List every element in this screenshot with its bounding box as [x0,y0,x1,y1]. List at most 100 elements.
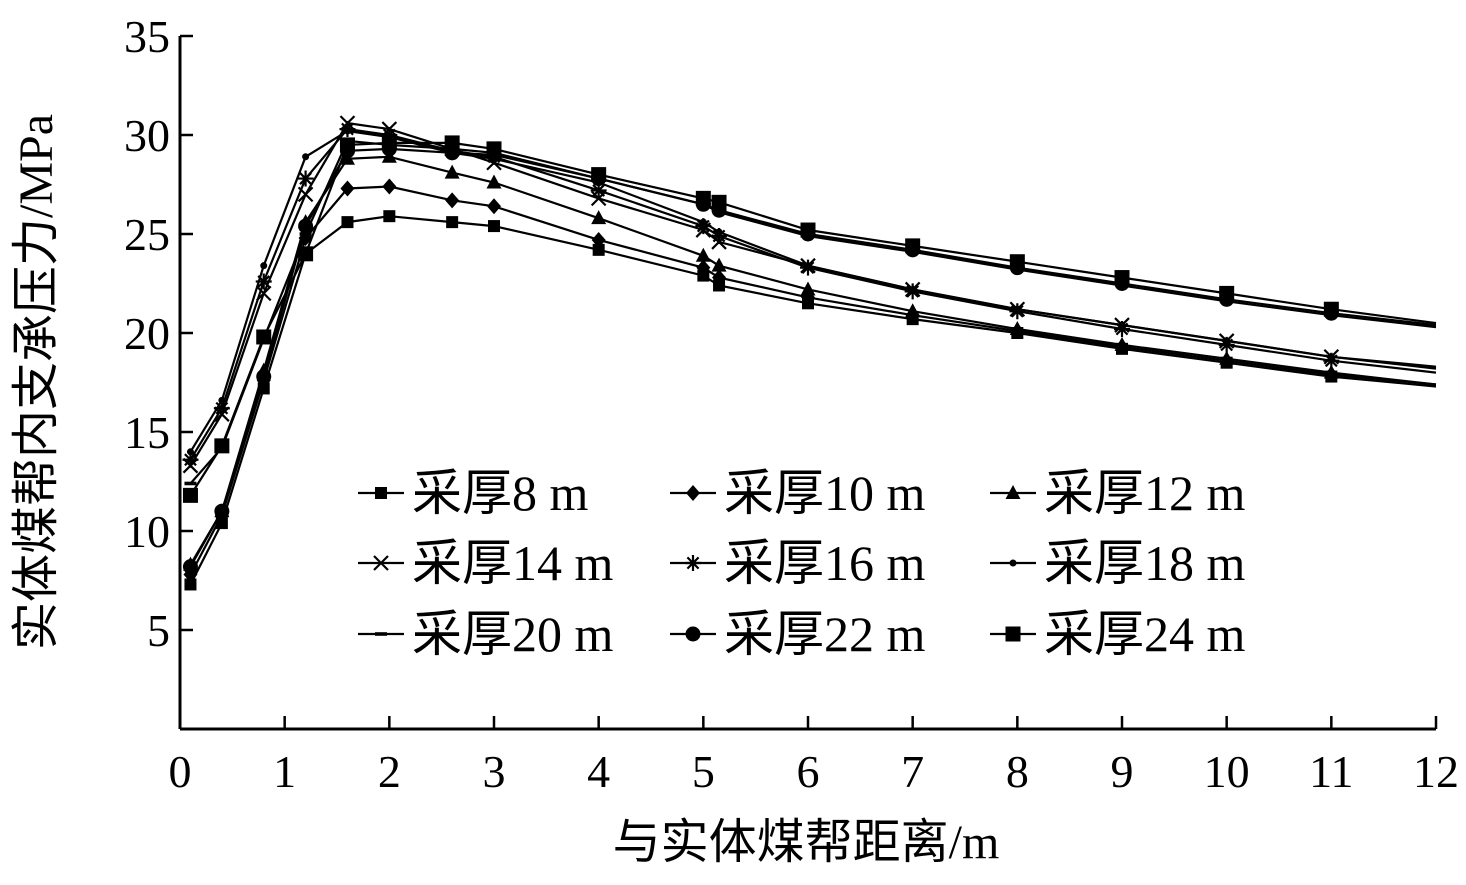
data-point [444,135,460,151]
axis-labels: 与实体煤帮距离/m 实体煤帮内支承压力/MPa [10,114,999,869]
data-point [905,303,921,318]
series-9 [182,135,1437,503]
data-point [711,257,727,272]
data-point [488,220,500,233]
legend-label: 采厚14 m [412,535,613,591]
data-point [298,246,314,262]
data-point [1009,559,1017,567]
data-point [486,141,502,157]
legend-item: 采厚14 m [358,535,613,591]
x-axis-label: 与实体煤帮距离/m [613,816,1000,869]
data-point [186,448,194,456]
data-point [214,438,230,454]
data-point [591,167,607,183]
y-axis-label: 实体煤帮内支承压力/MPa [10,114,63,650]
data-point [1323,301,1339,317]
data-point [255,273,272,290]
legend-label: 采厚24 m [1044,606,1245,662]
data-point [1009,321,1025,336]
data-point [800,281,816,296]
series-line [189,185,1437,576]
y-tick-label: 15 [124,407,170,458]
data-point [339,137,355,153]
data-point [340,180,355,197]
data-point [686,485,700,501]
data-point [1118,321,1126,329]
data-point [375,487,387,499]
data-point [695,247,711,262]
data-point [444,164,460,179]
series-7 [184,139,1437,486]
data-point [590,182,607,199]
x-tick-label: 7 [901,746,924,797]
legend-item: 采厚18 m [990,535,1245,591]
series-line [189,139,1437,485]
data-point [696,259,711,276]
legend-label: 采厚22 m [724,606,925,662]
data-point [699,218,707,226]
series-line [189,129,1437,453]
x-tick-label: 9 [1111,746,1134,797]
y-tick-label: 25 [124,209,170,260]
legend-label: 采厚12 m [1044,465,1245,521]
data-point [685,555,701,571]
data-point [909,285,917,293]
x-tick-label: 8 [1006,746,1029,797]
data-point [1218,336,1235,353]
series-line [189,141,1437,496]
legend-item: 采厚20 m [358,606,613,662]
x-tick-label: 1 [273,746,296,797]
y-tick-label: 5 [147,605,170,656]
data-point [1009,254,1025,270]
data-point [591,231,606,248]
x-tick-label: 12 [1413,746,1459,797]
data-point [299,232,312,236]
data-point [712,269,727,286]
legend-item: 采厚12 m [990,465,1245,521]
data-point [1013,305,1021,313]
data-point [184,578,197,591]
x-tick-label: 0 [169,746,192,797]
data-point [256,329,272,345]
data-point [445,192,460,209]
data-point [486,174,502,189]
x-tick-label: 10 [1204,746,1250,797]
x-tick-label: 5 [692,746,715,797]
series-line [189,215,1437,586]
data-point [1114,321,1130,338]
x-tick-label: 11 [1309,746,1353,797]
legend-item: 采厚24 m [990,606,1245,662]
data-point [446,216,459,229]
data-point [685,626,701,642]
legend-label: 采厚10 m [724,465,925,521]
data-point [1114,336,1130,351]
data-point [260,262,268,270]
data-point [1223,337,1231,345]
legend-label: 采厚16 m [724,535,925,591]
y-tick-label: 10 [124,506,170,557]
x-tick-label: 3 [483,746,506,797]
x-tick-label: 4 [587,746,610,797]
data-point [905,238,921,254]
y-tick-label: 30 [124,110,170,161]
legend: 采厚8 m 采厚10 m 采厚12 m 采厚14 m 采厚16 m 采厚18 m 采厚20 … [358,465,1245,662]
data-point [341,216,354,229]
data-point [487,198,501,215]
data-point [592,243,605,256]
y-tick-label: 20 [124,308,170,359]
data-point [1323,352,1340,369]
data-point [711,227,728,244]
data-point [1219,285,1235,301]
data-point [373,555,389,571]
legend-item: 采厚8 m [358,465,588,521]
data-point [214,503,230,519]
data-point [715,228,723,236]
data-point [184,481,197,486]
data-point [182,487,198,503]
data-point [800,222,816,238]
data-point [182,451,199,468]
legend-label: 采厚20 m [412,606,613,662]
y-tick-label: 35 [124,11,170,62]
